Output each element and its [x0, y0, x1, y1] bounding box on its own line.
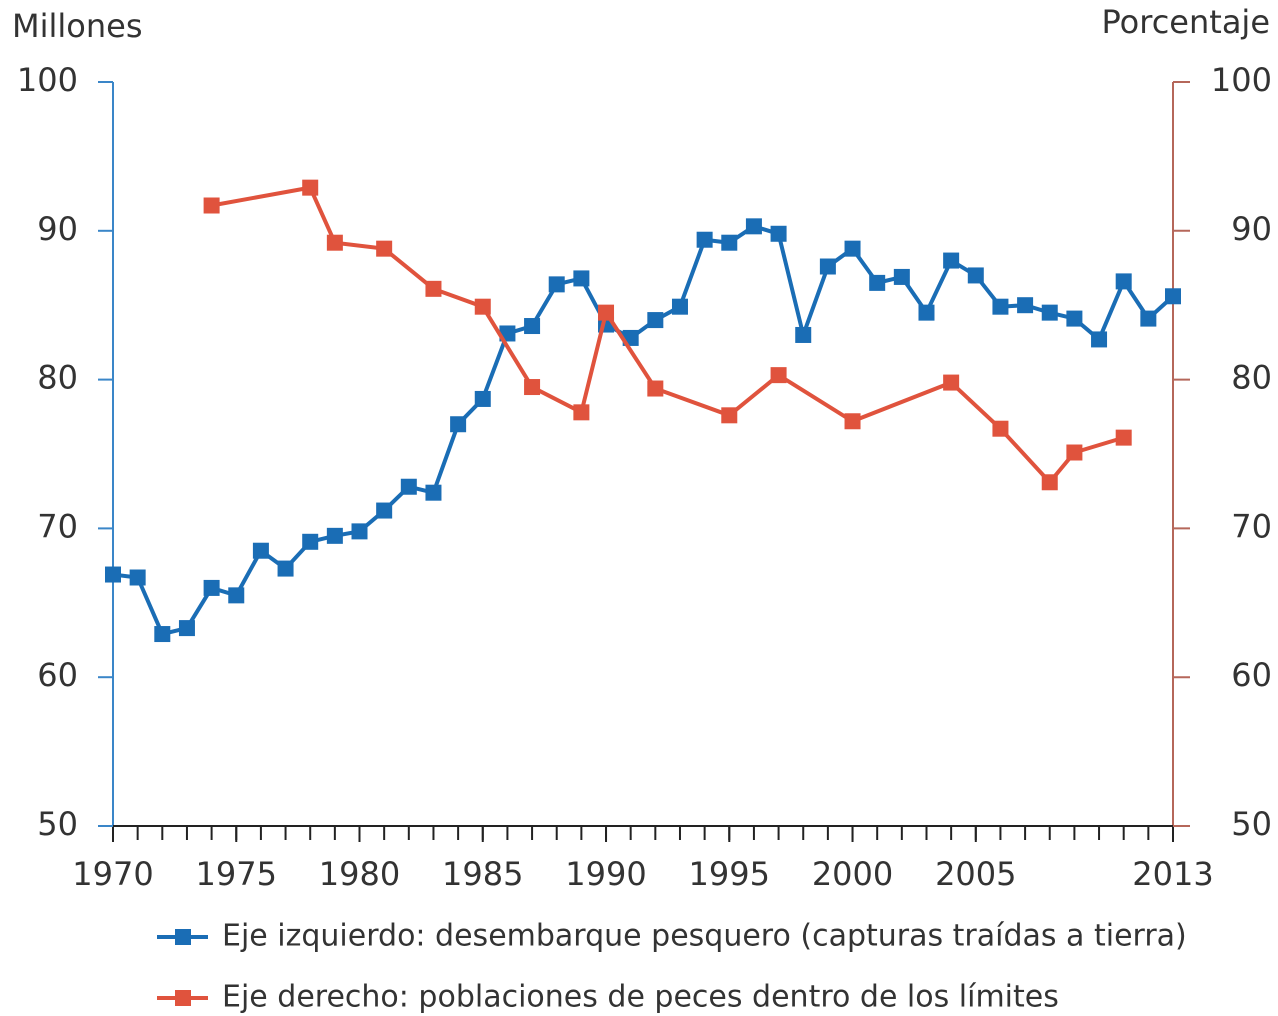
marker: [228, 587, 245, 604]
marker: [1066, 444, 1083, 461]
marker: [351, 523, 368, 540]
marker: [376, 502, 393, 519]
marker: [326, 527, 343, 544]
marker: [647, 380, 664, 397]
marker: [967, 267, 984, 284]
marker: [671, 298, 688, 315]
x-tick-label: 1985: [442, 855, 523, 893]
marker: [1066, 310, 1083, 327]
y-tick-label: 80: [37, 359, 78, 397]
x-tick-label: 1975: [196, 855, 277, 893]
marker: [203, 197, 220, 214]
marker: [277, 560, 294, 577]
legend-marker: [175, 929, 191, 945]
marker: [647, 312, 664, 329]
marker: [326, 234, 343, 251]
marker: [721, 407, 738, 424]
marker: [425, 280, 442, 297]
marker: [400, 478, 417, 495]
y-tick-label: 90: [37, 210, 78, 248]
marker: [918, 304, 935, 321]
marker: [893, 268, 910, 285]
marker: [844, 413, 861, 430]
y2-tick-label: 100: [1211, 61, 1272, 99]
marker: [302, 179, 319, 196]
marker: [573, 404, 590, 421]
marker: [795, 326, 812, 343]
marker: [992, 298, 1009, 315]
marker: [943, 374, 960, 391]
marker: [1041, 474, 1058, 491]
x-tick-label: 2005: [935, 855, 1016, 893]
marker: [1140, 310, 1157, 327]
y2-tick-label: 50: [1231, 805, 1272, 843]
series-line: [211, 185, 1125, 485]
series-line: [112, 224, 1175, 637]
marker: [376, 240, 393, 257]
marker: [819, 258, 836, 275]
legend-label: Eje izquierdo: desembarque pesquero (cap…: [222, 919, 1187, 954]
y2-tick-label: 70: [1231, 507, 1272, 545]
marker: [203, 579, 220, 596]
marker: [154, 626, 171, 643]
marker: [573, 270, 590, 287]
marker: [474, 390, 491, 407]
x-tick-label: 1980: [319, 855, 400, 893]
marker: [1165, 288, 1181, 305]
marker: [1115, 429, 1132, 446]
y-tick-label: 70: [37, 507, 78, 545]
marker: [1017, 297, 1034, 314]
marker: [548, 276, 565, 293]
y-tick-label: 50: [37, 805, 78, 843]
x-tick-label: 1970: [72, 855, 153, 893]
marker: [524, 318, 541, 335]
marker: [105, 566, 121, 583]
marker: [770, 225, 787, 242]
marker: [129, 569, 146, 586]
marker: [1115, 273, 1132, 290]
x-tick-label: 1995: [689, 855, 770, 893]
marker: [425, 484, 442, 501]
y2-tick-label: 80: [1231, 359, 1272, 397]
marker: [178, 620, 195, 637]
marker: [1041, 304, 1058, 321]
marker: [524, 379, 541, 396]
legend-marker: [175, 990, 191, 1006]
marker: [1091, 331, 1108, 348]
x-tick-label: 2000: [812, 855, 893, 893]
marker: [992, 420, 1009, 437]
marker: [598, 304, 615, 321]
marker: [302, 533, 319, 550]
x-tick-label: 1990: [565, 855, 646, 893]
y2-tick-label: 60: [1231, 656, 1272, 694]
marker: [770, 367, 787, 384]
y-axis-label: Millones: [12, 7, 143, 45]
y2-tick-label: 90: [1231, 210, 1272, 248]
marker: [696, 231, 713, 248]
marker: [450, 416, 467, 433]
x-tick-label: 2013: [1132, 855, 1213, 893]
y-tick-label: 100: [17, 61, 78, 99]
marker: [943, 252, 960, 269]
y2-axis-label: Porcentaje: [1102, 3, 1270, 41]
legend-label: Eje derecho: poblaciones de peces dentro…: [222, 980, 1059, 1015]
marker: [745, 218, 762, 235]
marker: [474, 298, 491, 315]
marker: [844, 240, 861, 257]
marker: [721, 234, 738, 251]
marker: [252, 542, 269, 559]
marker: [869, 274, 886, 291]
y-tick-label: 60: [37, 656, 78, 694]
